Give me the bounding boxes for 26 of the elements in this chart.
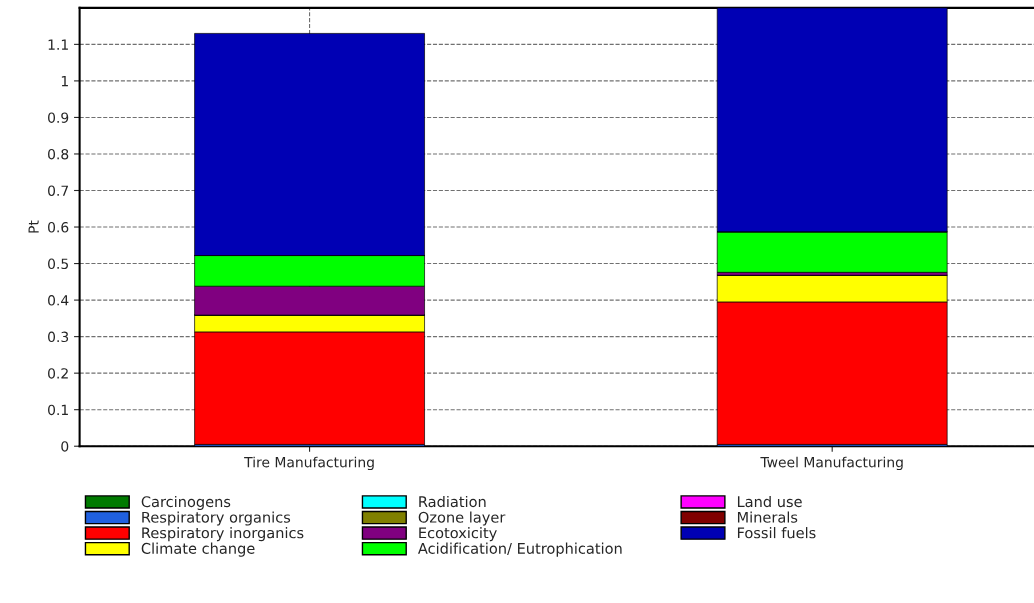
legend-label: Ozone layer (418, 511, 506, 526)
y-tick-label: 1 (61, 76, 68, 87)
y-tick-label: 0.6 (48, 222, 69, 233)
x-tick-label: Tire Manufacturing (244, 456, 374, 471)
y-tick-label: 0.7 (48, 185, 69, 196)
legend-label: Respiratory inorganics (142, 527, 304, 542)
y-tick-label: 1.1 (48, 39, 68, 50)
y-tick-label: 0.9 (48, 112, 69, 123)
legend-label: Radiation (419, 495, 486, 508)
legend-label: Respiratory organics (142, 511, 291, 526)
legend-label: Ecotoxicity (419, 527, 497, 542)
y-tick-label: 0.1 (48, 404, 68, 416)
y-tick-label: 0.5 (48, 258, 68, 270)
y-tick-label: 0.4 (48, 295, 69, 306)
y-tick-label: 0.3 (48, 331, 69, 343)
y-axis-title: Pt (28, 220, 39, 233)
legend-label: Climate change (141, 542, 255, 557)
y-tick-label: 0.2 (48, 368, 68, 379)
legend-label: Land use (737, 495, 802, 508)
legend-label: Minerals (737, 511, 798, 523)
legend-label: Carcinogens (141, 495, 231, 511)
y-tick-label: 0 (61, 441, 69, 452)
legend-label: Fossil fuels (737, 527, 816, 539)
y-tick-label: 0.8 (48, 148, 69, 160)
x-tick-label: Tweel Manufacturing (760, 456, 903, 471)
legend-label: Acidification/ Eutrophication (417, 542, 622, 557)
